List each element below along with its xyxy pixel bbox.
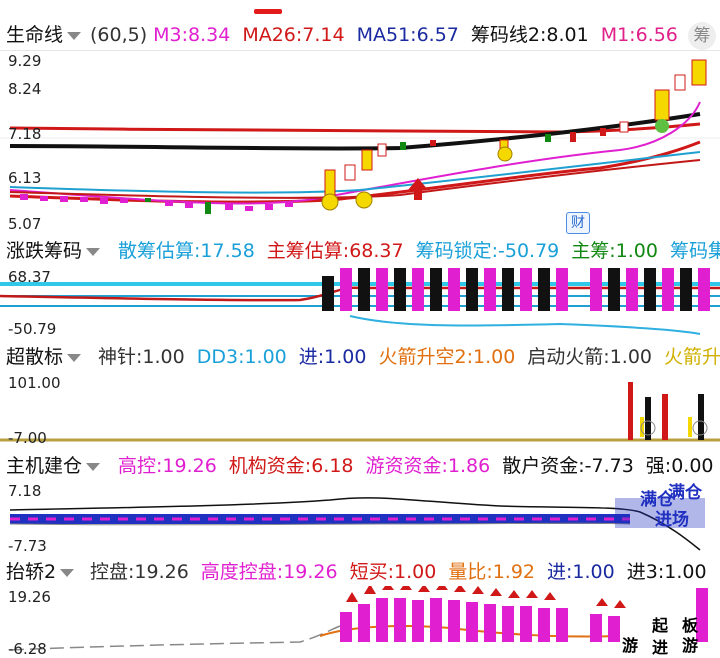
- coin-icon: [321, 193, 339, 211]
- chevron-down-icon[interactable]: [86, 462, 101, 471]
- value-item: 量比:1.92: [448, 561, 536, 583]
- control-chart[interactable]: [0, 586, 720, 656]
- signal-tag: 游: [682, 636, 699, 655]
- value-item: 机构资金:6.18: [228, 455, 354, 477]
- chevron-down-icon[interactable]: [67, 353, 82, 362]
- chevron-down-icon[interactable]: [67, 31, 82, 40]
- indicator-values: 控盘:19.26 高度控盘:19.26 短买:1.00 量比:1.92 进:1.00 进3…: [90, 557, 719, 587]
- value-item: 进:1.00: [547, 561, 615, 583]
- value-item: 火箭升空2:1.00: [378, 346, 516, 368]
- value-item: 控盘:19.26: [90, 561, 189, 583]
- finance-badge[interactable]: 财: [566, 212, 590, 234]
- indicator-name[interactable]: 生命线: [6, 20, 82, 50]
- indicator-values: 高控:19.26 机构资金:6.18 游资资金:1.86 散户资金:-7.73 强:0.…: [118, 451, 720, 481]
- value-item: M1:6.56: [600, 24, 678, 46]
- avatar[interactable]: 筹: [688, 22, 716, 50]
- indicator-name[interactable]: 主机建仓: [6, 451, 101, 481]
- panel-header-build[interactable]: 主机建仓 高控:19.26 机构资金:6.18 游资资金:1.86 散户资金:-7.7…: [0, 451, 720, 481]
- value-item: 短买:1.00: [349, 561, 437, 583]
- value-item: 筹码锁定:-50.79: [415, 240, 560, 262]
- indicator-name[interactable]: 涨跌筹码: [6, 236, 101, 266]
- value-item: 进:1.00: [298, 346, 367, 368]
- chips-chart[interactable]: [0, 266, 720, 346]
- green-dot-icon: [655, 119, 669, 133]
- y-tick: 8.24: [8, 80, 42, 98]
- value-item: MA51:6.57: [356, 24, 459, 46]
- value-item: (60,5): [90, 24, 148, 46]
- value-item: 进3:1.00: [626, 561, 707, 583]
- signal-tag: 板: [682, 616, 699, 635]
- coin-icon: [355, 191, 373, 209]
- value-item: MA26:7.14: [242, 24, 345, 46]
- candlestick-chart[interactable]: [0, 50, 720, 235]
- y-tick: -7.73: [8, 537, 47, 555]
- capital-chart[interactable]: [0, 480, 720, 555]
- y-tick: 9.29: [8, 52, 42, 70]
- value-item: DD3:1.00: [196, 346, 287, 368]
- value-item: 强:0.00: [645, 455, 714, 477]
- panel-header-lift[interactable]: 抬轿2 控盘:19.26 高度控盘:19.26 短买:1.00 量比:1.92 进:1.…: [0, 557, 720, 587]
- m3-line: [9, 101, 701, 205]
- value-item: 筹码集: [669, 240, 720, 262]
- indicator-name[interactable]: 超散标: [6, 342, 82, 372]
- y-tick: -7.00: [8, 429, 47, 447]
- y-tick: 7.18: [8, 482, 42, 500]
- panel-header-chips[interactable]: 涨跌筹码 散筹估算:17.58 主筹估算:68.37 筹码锁定:-50.79 主筹:1…: [0, 236, 720, 266]
- chevron-down-icon[interactable]: [86, 247, 101, 256]
- up-arrow-icon: [408, 178, 428, 200]
- panel-header-lifeline[interactable]: 生命线 (60,5) M3:8.34 MA26:7.14 MA51:6.57 筹码线2:…: [0, 20, 720, 50]
- value-item: 游资资金:1.86: [365, 455, 491, 477]
- y-tick: -6.28: [8, 640, 47, 658]
- value-item: 主筹:1.00: [571, 240, 658, 262]
- indicator-name[interactable]: 抬轿2: [6, 557, 75, 587]
- candles-left: [20, 194, 293, 211]
- value-item: 神针:1.00: [98, 346, 185, 368]
- indicator-values: (60,5) M3:8.34 MA26:7.14 MA51:6.57 筹码线2:8.01…: [90, 20, 718, 50]
- y-tick: 68.37: [8, 268, 51, 286]
- panel-header-super[interactable]: 超散标 神针:1.00 DD3:1.00 进:1.00 火箭升空2:1.00 启动火箭:…: [0, 342, 720, 372]
- y-tick: 6.13: [8, 169, 42, 187]
- signal-tag: 起: [652, 616, 669, 635]
- active-indicator: [254, 9, 282, 14]
- y-tick: 5.07: [8, 215, 42, 233]
- signal-tag: 进: [652, 638, 669, 657]
- value-item: 火箭升空: [664, 346, 720, 368]
- value-item: 高控:19.26: [118, 455, 217, 477]
- value-item: M3:8.34: [153, 24, 231, 46]
- coin-icon: [497, 146, 513, 162]
- y-tick: 19.26: [8, 588, 51, 606]
- signal-chart[interactable]: [0, 372, 720, 447]
- value-item: 主筹估算:68.37: [266, 240, 404, 262]
- signal-tag: 满仓: [640, 490, 674, 510]
- control-bars: [340, 588, 708, 642]
- m1-line: [9, 151, 701, 194]
- value-item: 散筹估算:17.58: [118, 240, 255, 262]
- signal-tag: 满仓: [668, 483, 702, 503]
- value-item: 启动火箭:1.00: [527, 346, 653, 368]
- indicator-values: 散筹估算:17.58 主筹估算:68.37 筹码锁定:-50.79 主筹:1.00 筹码…: [118, 236, 720, 266]
- value-item: 散户资金:-7.73: [502, 455, 634, 477]
- signal-tag: 进场: [655, 510, 689, 530]
- ma-red-line: [9, 122, 701, 134]
- up-arrow-icons: [346, 586, 626, 608]
- value-item: 高度控盘:19.26: [200, 561, 338, 583]
- chevron-down-icon[interactable]: [60, 568, 75, 577]
- y-tick: 101.00: [8, 374, 61, 392]
- signal-tag: 游: [622, 636, 639, 655]
- chip-bars: [322, 268, 710, 311]
- y-tick: 7.18: [8, 125, 42, 143]
- y-tick: -50.79: [8, 320, 57, 338]
- value-item: 筹码线2:8.01: [470, 24, 589, 46]
- indicator-values: 神针:1.00 DD3:1.00 进:1.00 火箭升空2:1.00 启动火箭:1.00…: [98, 342, 720, 372]
